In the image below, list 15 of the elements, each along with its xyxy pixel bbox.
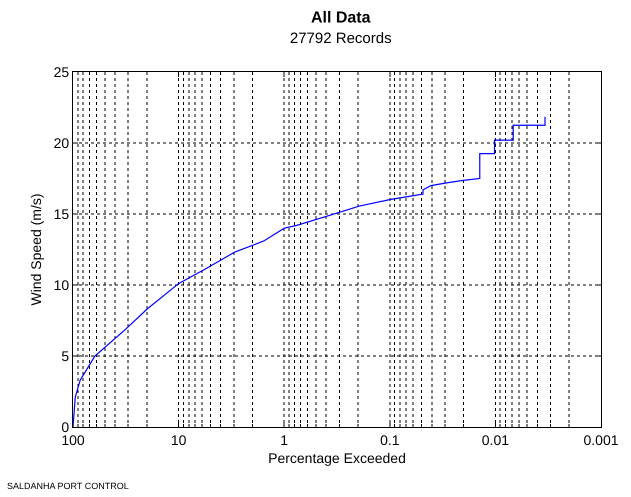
text: SALDANHA PORT CONTROL: [7, 481, 129, 491]
y-axis-title: Wind Speed (m/s): [28, 193, 44, 306]
y-tick-label: 25: [54, 64, 70, 80]
x-axis-title: Percentage Exceeded: [268, 450, 406, 466]
y-tick-label: 5: [61, 348, 70, 364]
y-tick-label: 10: [54, 276, 70, 293]
chart-subtitle: 27792 Records: [290, 30, 392, 48]
x-tick-label: 0.001: [583, 432, 619, 448]
x-tick-label: 10: [170, 432, 187, 448]
x-tick-label: 0.01: [482, 432, 510, 448]
y-tick-label: 15: [54, 206, 70, 222]
x-tick-label: 0.1: [380, 432, 400, 448]
x-tick-label: 1: [280, 432, 288, 448]
y-tick-label: 20: [54, 134, 70, 151]
chart-title: All Data: [310, 9, 371, 26]
